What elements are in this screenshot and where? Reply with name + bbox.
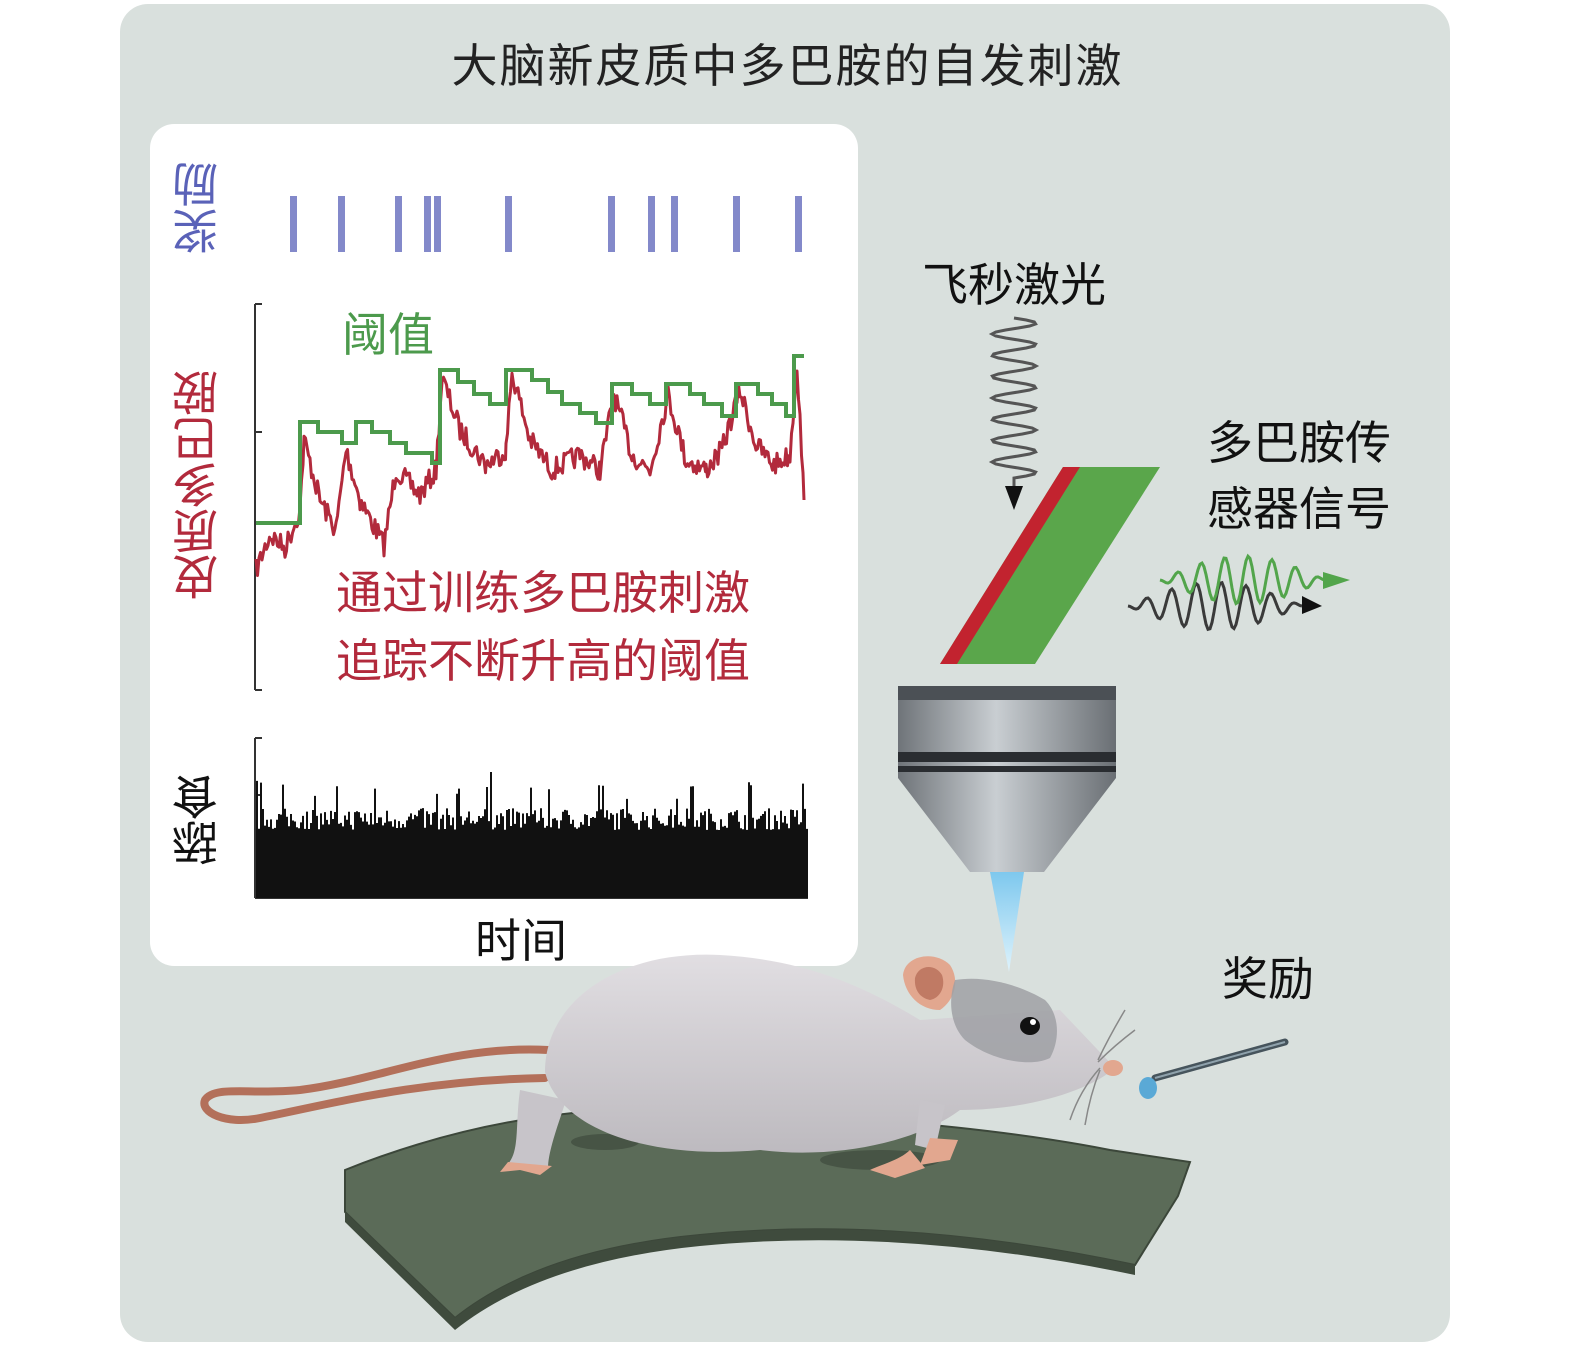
time-axis-label: 时间 [475,914,567,968]
annotation-line-2: 追踪不断升高的阈值 [336,634,750,688]
reward-tick [733,196,740,252]
licking-axis-label: 舔食 [171,774,225,866]
licking-base [256,845,808,898]
reward-label: 奖励 [1222,952,1314,1006]
threshold-label: 阈值 [342,308,434,362]
figure-title: 大脑新皮质中多巴胺的自发刺激 [451,39,1124,93]
reward-tick [505,196,512,252]
reward-tick [795,196,802,252]
microscope-objective-icon [898,686,1116,972]
reward-tick [671,196,678,252]
sensor-label-line-2: 感器信号 [1207,482,1391,536]
mouse-illustration [200,954,1136,1178]
laser-wave-icon [988,316,1040,510]
reward-tick [395,196,402,252]
dopamine-axis-label: 皮质多巴胺 [171,370,225,600]
reward-tick [648,196,655,252]
reward-pipette-icon [1139,1038,1289,1099]
reward-tick [434,196,441,252]
reward-ticks [290,196,802,252]
reward-tick [424,196,431,252]
threshold-line [256,354,804,525]
reward-tick [338,196,345,252]
sensor-signal-icon [1127,553,1350,632]
reward-tick [290,196,297,252]
sensor-label-line-1: 多巴胺传 [1207,416,1391,470]
reward-axis-label: 奖励 [171,162,225,254]
annotation-line-1: 通过训练多巴胺刺激 [336,566,750,620]
dopamine-trace [254,369,806,577]
sensor-prism-icon [940,467,1160,664]
licking-trace [256,772,808,845]
reward-tick [608,196,615,252]
laser-label: 飞秒激光 [922,258,1106,312]
